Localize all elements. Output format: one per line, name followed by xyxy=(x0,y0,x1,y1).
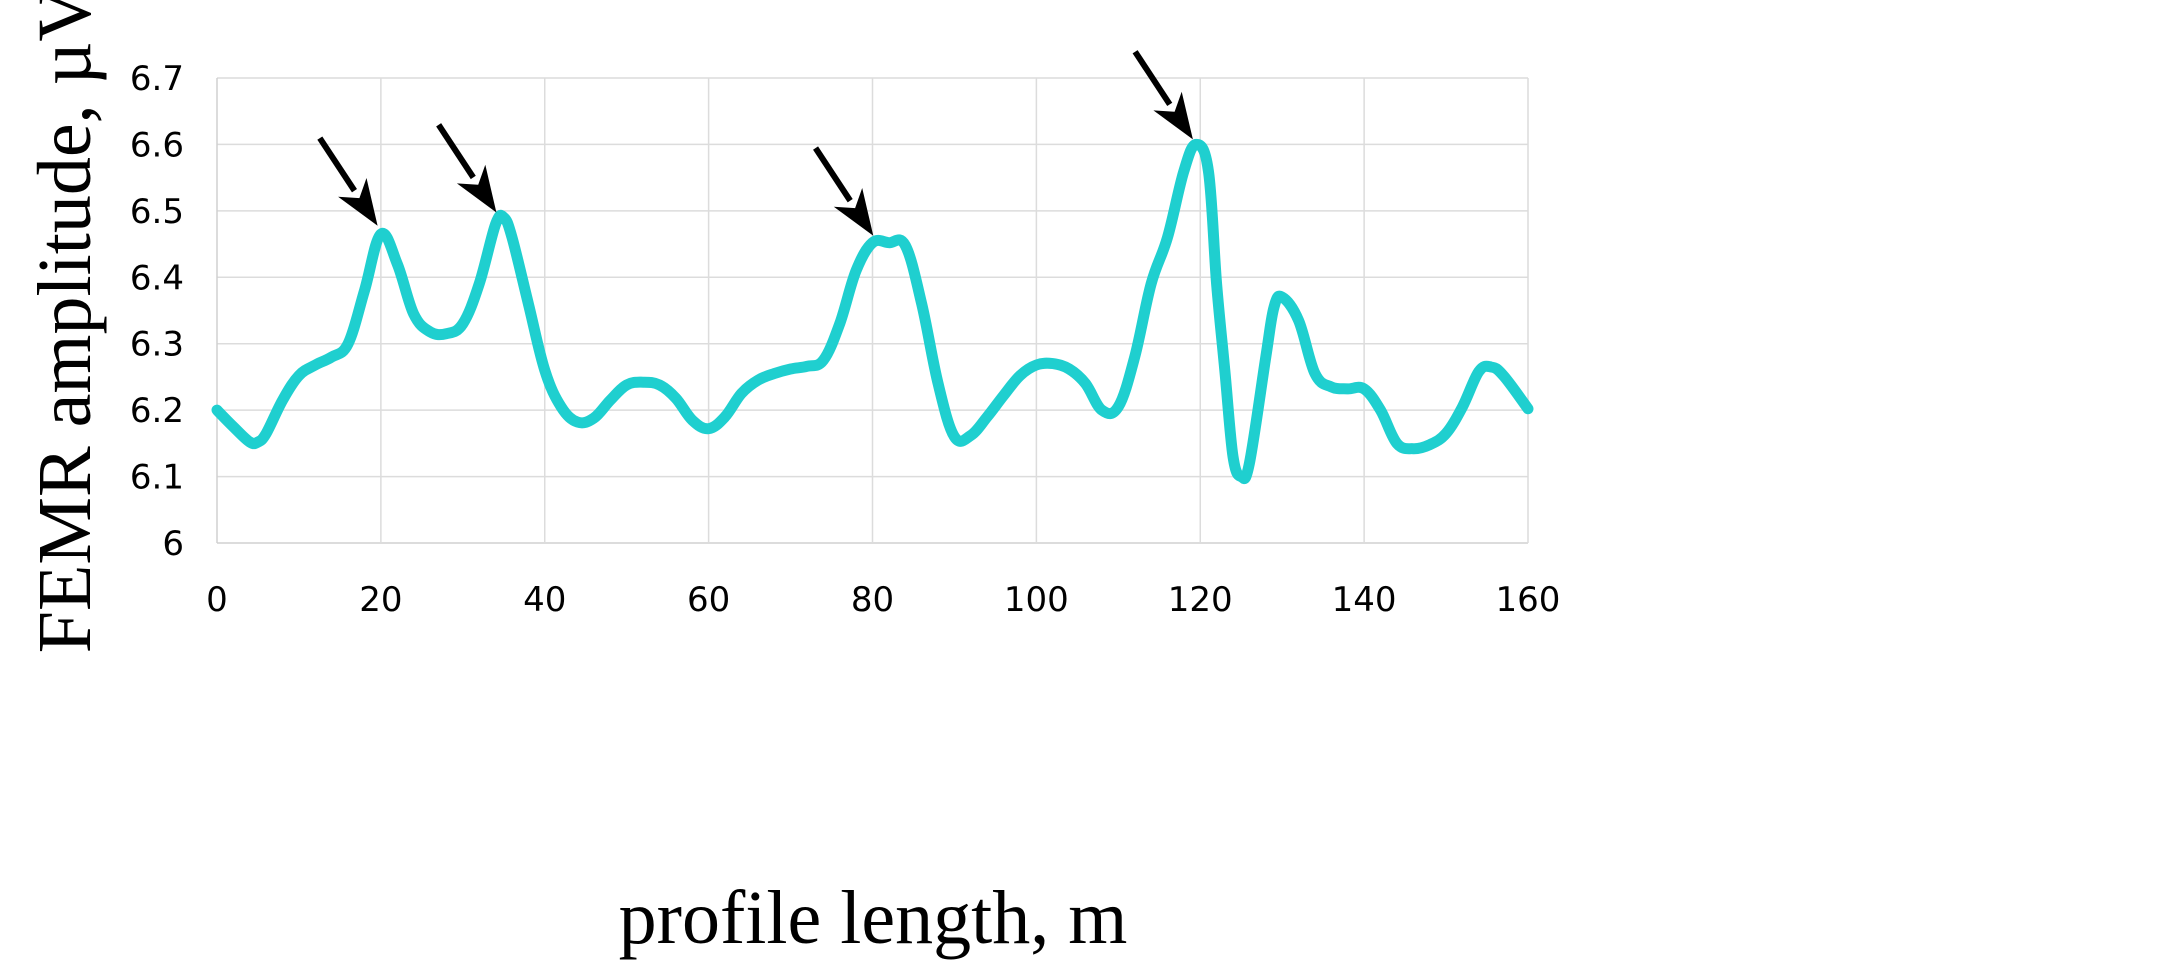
annotations xyxy=(317,50,1193,236)
peak-arrow-shaft xyxy=(813,146,853,203)
y-tick-label: 6.3 xyxy=(130,325,184,365)
y-axis-title: FEMR amplitude, µV xyxy=(23,0,107,653)
series-group xyxy=(211,138,1534,485)
y-axis-ticks: 6 6.1 6.2 6.3 6.4 6.5 6.6 6.7 xyxy=(130,59,184,564)
peak-arrow xyxy=(436,123,497,213)
y-tick-label: 6.1 xyxy=(130,458,184,498)
peak-arrow-head xyxy=(833,188,874,236)
x-tick-label: 60 xyxy=(687,580,730,620)
y-tick-label: 6 xyxy=(162,524,184,564)
peak-arrow xyxy=(1132,50,1193,140)
peak-arrow xyxy=(813,146,874,236)
x-tick-label: 160 xyxy=(1496,580,1561,620)
x-tick-label: 0 xyxy=(206,580,228,620)
x-tick-label: 20 xyxy=(359,580,402,620)
x-tick-label: 120 xyxy=(1168,580,1233,620)
series-line xyxy=(211,138,1534,485)
peak-arrow-shaft xyxy=(1132,50,1173,106)
peak-arrow-head xyxy=(1153,91,1193,140)
peak-arrow-head xyxy=(338,178,378,226)
x-tick-label: 140 xyxy=(1332,580,1397,620)
y-tick-label: 6.6 xyxy=(130,125,184,165)
y-tick-label: 6.4 xyxy=(130,258,184,298)
x-tick-label: 80 xyxy=(851,580,894,620)
x-axis-title: profile length, m xyxy=(619,876,1128,960)
peak-arrow-shaft xyxy=(436,123,476,180)
x-axis-ticks: 0 20 40 60 80 100 120 140 160 xyxy=(206,580,1560,620)
y-tick-label: 6.7 xyxy=(130,59,184,99)
peak-arrow-head xyxy=(456,164,497,213)
peak-arrow-shaft xyxy=(317,136,357,193)
peak-arrow xyxy=(317,136,378,226)
x-tick-label: 40 xyxy=(523,580,566,620)
y-tick-label: 6.5 xyxy=(130,192,184,232)
x-tick-label: 100 xyxy=(1004,580,1069,620)
grid xyxy=(216,77,1529,544)
y-tick-label: 6.2 xyxy=(130,391,184,431)
